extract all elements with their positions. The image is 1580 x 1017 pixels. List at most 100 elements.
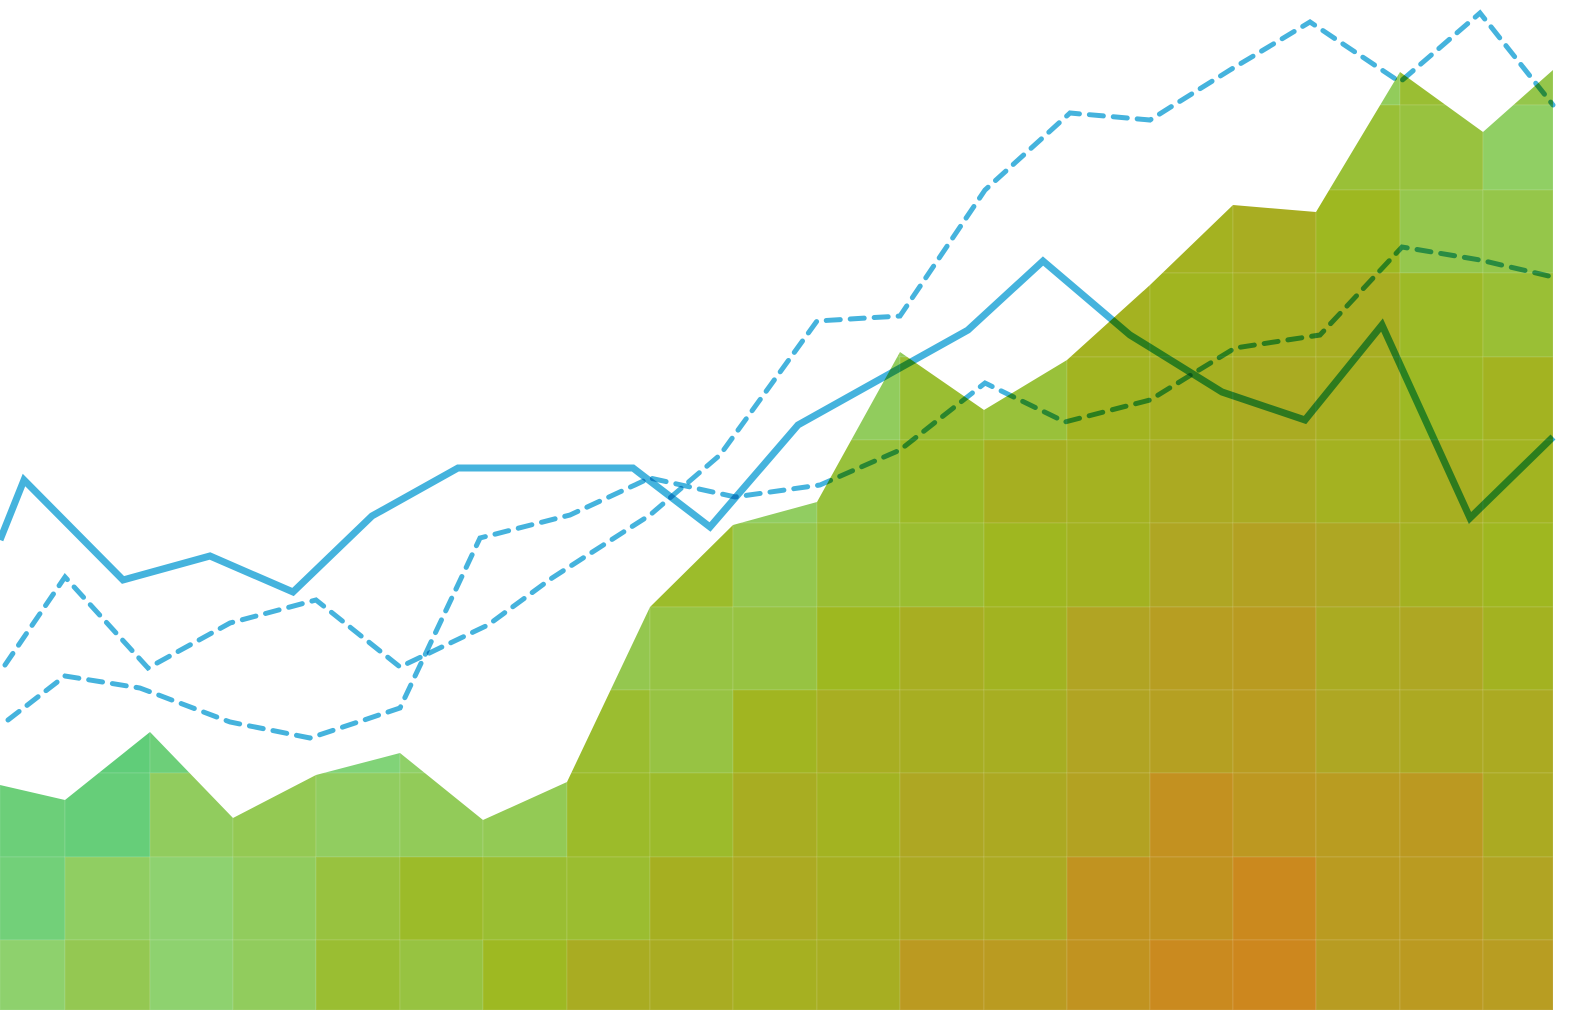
mosaic-cell bbox=[149, 772, 234, 858]
mosaic-cell bbox=[1232, 772, 1317, 858]
mosaic-cell bbox=[149, 272, 234, 358]
mosaic-cell bbox=[315, 70, 401, 106]
mosaic-cell bbox=[1315, 856, 1401, 941]
mosaic-cell bbox=[64, 70, 151, 106]
mosaic-cell bbox=[399, 856, 484, 941]
mosaic-cell bbox=[315, 522, 401, 608]
mosaic-cell bbox=[1315, 772, 1401, 858]
mosaic-cell bbox=[566, 606, 651, 691]
mosaic-cell bbox=[232, 189, 317, 274]
mosaic-cell bbox=[1232, 439, 1317, 524]
mosaic-cell bbox=[482, 104, 568, 191]
mosaic-cell bbox=[732, 356, 818, 441]
mosaic-cell bbox=[566, 189, 651, 274]
mosaic-cell bbox=[64, 439, 151, 524]
mosaic-cell bbox=[1066, 772, 1151, 858]
mosaic-area bbox=[0, 70, 1553, 1010]
mosaic-cell bbox=[0, 272, 66, 358]
mosaic-cell bbox=[1482, 606, 1553, 691]
mosaic-cell bbox=[1149, 189, 1234, 274]
mosaic-cell bbox=[1315, 356, 1401, 441]
mosaic-cell bbox=[649, 939, 734, 1010]
mosaic-cell bbox=[983, 189, 1068, 274]
mosaic-cell bbox=[0, 104, 66, 191]
mosaic-cell bbox=[1482, 856, 1553, 941]
mosaic-cell bbox=[1232, 104, 1317, 191]
mosaic-cell bbox=[899, 606, 985, 691]
mosaic-cell bbox=[1066, 189, 1151, 274]
mosaic-cell bbox=[64, 689, 151, 774]
mosaic-cell bbox=[732, 772, 818, 858]
mosaic-cell bbox=[1149, 689, 1234, 774]
mosaic-cell bbox=[64, 356, 151, 441]
mosaic-cell bbox=[1482, 939, 1553, 1010]
mosaic-cell bbox=[399, 939, 484, 1010]
mosaic-cell bbox=[232, 772, 317, 858]
mosaic-cell bbox=[149, 70, 234, 106]
solid-line bbox=[0, 256, 1556, 597]
mosaic-cell bbox=[1232, 856, 1317, 941]
mosaic-cell bbox=[1066, 70, 1151, 106]
mosaic-cell bbox=[899, 856, 985, 941]
mosaic-cell bbox=[1399, 522, 1484, 608]
mosaic-cell bbox=[899, 939, 985, 1010]
mosaic-cell bbox=[482, 856, 568, 941]
mosaic-cell bbox=[1482, 272, 1553, 358]
mosaic-cell bbox=[232, 939, 317, 1010]
mosaic-cell bbox=[566, 104, 651, 191]
mosaic-cell bbox=[0, 856, 66, 941]
mosaic-cell bbox=[1066, 606, 1151, 691]
mosaic-cell bbox=[649, 272, 734, 358]
mosaic-cell bbox=[983, 70, 1068, 106]
mosaic-cell bbox=[732, 189, 818, 274]
mosaic-cell bbox=[1066, 939, 1151, 1010]
mosaic-cell bbox=[1315, 522, 1401, 608]
mosaic-cell bbox=[1066, 856, 1151, 941]
mosaic-cell bbox=[1066, 689, 1151, 774]
mosaic-cell bbox=[816, 856, 901, 941]
mosaic-cell bbox=[649, 772, 734, 858]
mosaic-cell bbox=[732, 689, 818, 774]
mosaic-cell bbox=[399, 689, 484, 774]
mosaic-cell bbox=[566, 70, 651, 106]
mosaic-cell bbox=[816, 689, 901, 774]
mosaic-cell bbox=[983, 439, 1068, 524]
mosaic-cell bbox=[1482, 356, 1553, 441]
mosaic-cell bbox=[899, 70, 985, 106]
mosaic-cell bbox=[482, 70, 568, 106]
mosaic-cell bbox=[732, 272, 818, 358]
mosaic-cell bbox=[399, 70, 484, 106]
mosaic-cell bbox=[232, 439, 317, 524]
mosaic-cell bbox=[1149, 439, 1234, 524]
mosaic-cell bbox=[566, 689, 651, 774]
mosaic-cell bbox=[732, 939, 818, 1010]
mosaic-cell bbox=[232, 70, 317, 106]
mosaic-cell bbox=[649, 70, 734, 106]
mosaic-cell bbox=[315, 772, 401, 858]
mosaic-cell bbox=[649, 856, 734, 941]
mosaic-cell bbox=[1399, 606, 1484, 691]
mosaic-cell bbox=[1315, 606, 1401, 691]
mosaic-cell bbox=[899, 522, 985, 608]
mosaic-cell bbox=[315, 606, 401, 691]
mosaic-cell bbox=[149, 104, 234, 191]
mosaic-cell bbox=[816, 522, 901, 608]
mosaic-cell bbox=[899, 356, 985, 441]
mosaic-cell bbox=[1399, 939, 1484, 1010]
mosaic-cell bbox=[649, 189, 734, 274]
mosaic-cell bbox=[732, 70, 818, 106]
mosaic-cell bbox=[1149, 772, 1234, 858]
mosaic-cell bbox=[1482, 772, 1553, 858]
mosaic-cell bbox=[64, 772, 151, 858]
mosaic-cell bbox=[899, 189, 985, 274]
mosaic-cell bbox=[64, 856, 151, 941]
mosaic-cell bbox=[816, 939, 901, 1010]
mosaic-cell bbox=[1066, 356, 1151, 441]
mosaic-cell bbox=[482, 939, 568, 1010]
mosaic-cell bbox=[1232, 189, 1317, 274]
mosaic-cell bbox=[1149, 522, 1234, 608]
mosaic-cell bbox=[232, 104, 317, 191]
mosaic-cell bbox=[149, 356, 234, 441]
mosaic-cell bbox=[399, 522, 484, 608]
